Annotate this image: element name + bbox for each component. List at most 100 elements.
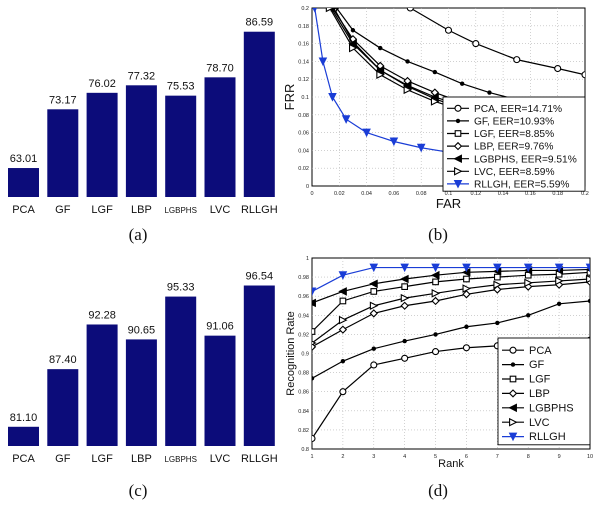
line-chart-d: 1 2 3 4 5 6 7 8 9 10 0.8 0.82 0.84 0.86 0.88 0.9 0.92 0.9… bbox=[280, 250, 593, 470]
y-tick-label: 0.06 bbox=[298, 131, 309, 137]
y-axis-label-b: FRR bbox=[282, 84, 297, 111]
series-rllgh-point bbox=[585, 263, 590, 273]
category-label-lgbphs: LGBPHS bbox=[164, 206, 196, 215]
bar-lgbphs bbox=[165, 95, 197, 197]
y-tick-label: 0.94 bbox=[298, 313, 309, 319]
data-label-lbp: 77.32 bbox=[128, 70, 156, 82]
series-lgf-point bbox=[586, 268, 590, 276]
series-gf-point bbox=[340, 358, 346, 364]
category-label-lgbphs: LGBPHS bbox=[164, 455, 196, 464]
data-label-lgbphs: 75.53 bbox=[167, 81, 195, 93]
bar-lgf bbox=[86, 324, 118, 446]
legend-rllgh-label: RLLGH bbox=[529, 431, 566, 443]
series-rllgh-point bbox=[328, 93, 337, 102]
x-tick-label: 0.18 bbox=[552, 191, 563, 197]
y-tick-label: 0.88 bbox=[298, 371, 309, 377]
category-label-gf: GF bbox=[55, 204, 71, 216]
legend-lgbphs-marker bbox=[508, 403, 517, 413]
caption-a: (a) bbox=[128, 225, 148, 244]
x-tick-label: 0.12 bbox=[470, 191, 481, 197]
data-label-gf: 87.40 bbox=[49, 354, 77, 366]
legend-gf-marker bbox=[510, 362, 516, 367]
series-lgbphs-point bbox=[430, 92, 439, 102]
x-tick-label: 8 bbox=[527, 454, 530, 460]
x-tick-label: 9 bbox=[558, 454, 561, 460]
series-lvc-point bbox=[462, 284, 472, 293]
legend-pca-marker bbox=[454, 104, 462, 112]
y-tick-label: 0.96 bbox=[298, 294, 309, 300]
y-tick-label: 0.16 bbox=[298, 42, 309, 48]
legend-lgbphs-label: LGBPHS bbox=[529, 402, 574, 414]
legend-lvc-marker bbox=[509, 417, 518, 427]
series-lgbphs-point bbox=[348, 39, 357, 48]
legend-gf-label: GF bbox=[529, 359, 545, 371]
data-label-pca: 63.01 bbox=[10, 153, 38, 165]
legend-lbp-marker bbox=[508, 389, 518, 398]
line-chart-b-svg: 0 0.02 0.04 0.06 0.08 0.1 0.12 0.14 0.16 0.18 0.2 0… bbox=[282, 6, 589, 211]
legend-pca-label: PCA bbox=[529, 345, 552, 357]
series-pca-line bbox=[409, 8, 585, 76]
legend-lbp-marker bbox=[453, 141, 463, 151]
legend-lgf-label: LGF bbox=[529, 374, 551, 386]
series-pca-point bbox=[581, 71, 585, 79]
y-tick-label: 0.02 bbox=[298, 166, 309, 172]
legend-pca-label: PCA, EER=14.71% bbox=[474, 104, 562, 115]
series-lvc-point bbox=[338, 315, 348, 325]
category-label-lvc: LVC bbox=[210, 453, 231, 465]
series-rllgh-point bbox=[312, 287, 317, 297]
legend-lgf-marker bbox=[454, 130, 462, 137]
bar-lvc bbox=[204, 77, 236, 197]
series-lvc-point bbox=[369, 301, 379, 311]
series-rllgh-point bbox=[431, 263, 440, 273]
bar-chart-c-svg: 81.10 PCA 87.40 GF 92.28 LGF 90.65 LBP 95.33 LGBP… bbox=[8, 271, 278, 465]
legend-rllgh-label: RLLGH, EER=5.59% bbox=[474, 180, 569, 191]
legend-rllgh-marker bbox=[453, 179, 463, 189]
series-pca-point bbox=[406, 8, 414, 12]
category-label-lvc: LVC bbox=[210, 204, 231, 216]
series-rllgh-point bbox=[523, 263, 533, 273]
y-tick-label: 0.92 bbox=[298, 332, 309, 338]
legend-rllgh-marker bbox=[508, 432, 518, 442]
y-tick-label: 0.82 bbox=[298, 428, 309, 434]
y-tick-label: 0.12 bbox=[298, 77, 309, 83]
y-tick-label: 0.08 bbox=[298, 113, 309, 119]
bar-chart-a: 63.01 PCA 73.17 GF 76.02 LGF 77.32 LBP 75.53 LGBP… bbox=[0, 0, 290, 216]
series-lvc-line bbox=[312, 278, 590, 344]
series-lgbphs-line bbox=[312, 268, 590, 304]
y-tick-label: 0.2 bbox=[301, 6, 309, 12]
series-lgf-line bbox=[312, 271, 590, 332]
x-tick-label: 0.1 bbox=[445, 191, 453, 197]
category-label-lbp: LBP bbox=[131, 204, 152, 216]
series-gf-point bbox=[350, 28, 356, 33]
legend-lgf-label: LGF, EER=8.85% bbox=[474, 129, 554, 140]
x-tick-label: 0.08 bbox=[416, 191, 427, 197]
data-label-pca: 81.10 bbox=[10, 412, 38, 424]
series-lvc-point bbox=[349, 43, 358, 53]
series-lvc-point bbox=[493, 280, 502, 290]
bar-lgbphs bbox=[165, 296, 197, 446]
bar-pca bbox=[8, 168, 39, 197]
series-pca-point bbox=[513, 56, 521, 64]
legend-lvc-marker bbox=[454, 167, 463, 176]
category-label-lbp: LBP bbox=[131, 453, 152, 465]
series-rllgh-point bbox=[400, 263, 409, 273]
legend-box-b bbox=[442, 96, 586, 192]
bar-chart-c: 81.10 PCA 87.40 GF 92.28 LGF 90.65 LBP 95.33 LGBP… bbox=[0, 255, 290, 465]
series-lbp-point bbox=[338, 325, 348, 334]
series-rllgh-point bbox=[416, 143, 426, 153]
series-lvc-point bbox=[400, 293, 410, 303]
series-lvc-point bbox=[325, 8, 335, 13]
legend-gf-label: GF, EER=10.93% bbox=[474, 117, 554, 128]
y-tick-label: 0.04 bbox=[298, 148, 309, 154]
bar-gf bbox=[47, 369, 79, 446]
x-tick-label: 7 bbox=[496, 454, 499, 460]
y-tick-label: 0.98 bbox=[298, 275, 309, 281]
series-lvc-point bbox=[524, 278, 533, 288]
x-tick-label: 2 bbox=[341, 454, 344, 460]
x-tick-label: 4 bbox=[403, 454, 406, 460]
series-gf-point bbox=[432, 69, 438, 75]
series-pca-point bbox=[462, 344, 470, 352]
series-lvc-point bbox=[312, 340, 317, 346]
category-label-lgf: LGF bbox=[91, 204, 113, 216]
series-pca-point bbox=[339, 388, 347, 396]
